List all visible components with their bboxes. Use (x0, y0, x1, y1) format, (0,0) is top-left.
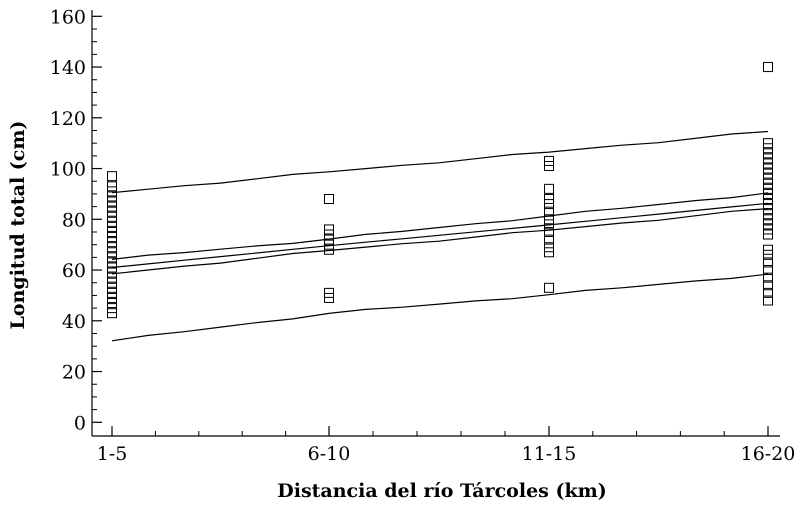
data-point (763, 280, 773, 291)
data-point (544, 161, 554, 172)
data-point (107, 252, 117, 263)
data-point (763, 158, 773, 169)
data-point (107, 196, 117, 207)
data-point (324, 194, 334, 204)
data-point (544, 214, 554, 225)
data-point (763, 229, 773, 240)
data-point (763, 214, 773, 225)
data-point (763, 183, 773, 194)
y-tick-label: 0 (74, 412, 86, 434)
y-tick-label: 60 (62, 260, 86, 282)
data-point (763, 148, 773, 159)
plot-area: 0 20 40 60 80 100 120 140 160 1-5 6-10 11-15 16-20 (50, 6, 796, 465)
data-point (763, 194, 773, 204)
data-point (107, 191, 117, 202)
x-tick-label: 11-15 (522, 443, 577, 465)
data-point (544, 242, 554, 253)
data-point (763, 224, 773, 235)
fit-line-4 (111, 208, 769, 275)
data-point (544, 219, 554, 230)
data-point (107, 308, 117, 319)
x-tick-label: 6-10 (308, 443, 351, 465)
x-tick-label: 1-5 (97, 443, 128, 465)
data-point (107, 226, 117, 237)
data-point (763, 143, 773, 154)
data-point (107, 267, 117, 278)
y-tick-label: 40 (62, 311, 86, 333)
data-point (107, 232, 117, 243)
data-point (763, 219, 773, 230)
data-point (544, 194, 554, 204)
data-point (107, 247, 117, 258)
data-point (107, 272, 117, 283)
fit-line-2 (111, 192, 769, 260)
data-point (763, 153, 773, 164)
data-point (324, 224, 334, 235)
data-point (544, 226, 554, 237)
data-point (544, 199, 554, 210)
data-point (763, 62, 773, 73)
data-point (107, 298, 117, 309)
data-point (107, 257, 117, 268)
fit-line-1 (111, 130, 769, 194)
data-point (107, 211, 117, 222)
data-point (107, 221, 117, 232)
data-point (107, 186, 117, 197)
data-point (107, 201, 117, 212)
data-point (763, 204, 773, 215)
data-point (544, 155, 554, 166)
data-point (107, 303, 117, 314)
data-point (763, 257, 773, 268)
y-tick-label: 100 (50, 159, 86, 181)
data-point (107, 181, 117, 192)
data-point (763, 199, 773, 210)
data-point (544, 183, 554, 194)
data-point (763, 188, 773, 199)
data-point (763, 249, 773, 260)
y-tick-label: 80 (62, 209, 86, 231)
data-point (324, 292, 334, 303)
data-point (107, 237, 117, 248)
data-point (544, 282, 554, 293)
data-point (763, 138, 773, 149)
y-axis-title: Longitud total (cm) (7, 121, 29, 330)
data-point (107, 287, 117, 298)
data-point (763, 173, 773, 184)
data-point (763, 178, 773, 189)
data-point (763, 295, 773, 306)
fit-line-3 (111, 202, 769, 269)
data-point (324, 234, 334, 245)
data-point (107, 242, 117, 253)
data-point (107, 277, 117, 288)
data-point (544, 206, 554, 217)
y-tick-label: 120 (50, 108, 86, 130)
data-point (763, 265, 773, 276)
data-point (544, 234, 554, 245)
data-point (107, 262, 117, 273)
data-point (544, 247, 554, 258)
data-point (324, 287, 334, 298)
data-point (763, 163, 773, 174)
data-point (107, 282, 117, 293)
x-axis-title: Distancia del río Tárcoles (km) (277, 480, 606, 502)
data-point (107, 171, 117, 182)
data-point (107, 206, 117, 217)
data-point (763, 244, 773, 255)
data-point (324, 229, 334, 240)
data-point (763, 168, 773, 179)
data-point (107, 292, 117, 303)
data-point (324, 239, 334, 250)
y-tick-label: 160 (50, 6, 86, 28)
data-point (763, 209, 773, 220)
y-tick-label: 140 (50, 57, 86, 79)
data-point (763, 287, 773, 298)
data-point (763, 272, 773, 283)
data-point (107, 216, 117, 227)
data-point (324, 244, 334, 255)
fit-line-5 (111, 273, 769, 342)
y-tick-label: 20 (62, 362, 86, 384)
x-tick-label: 16-20 (741, 443, 796, 465)
